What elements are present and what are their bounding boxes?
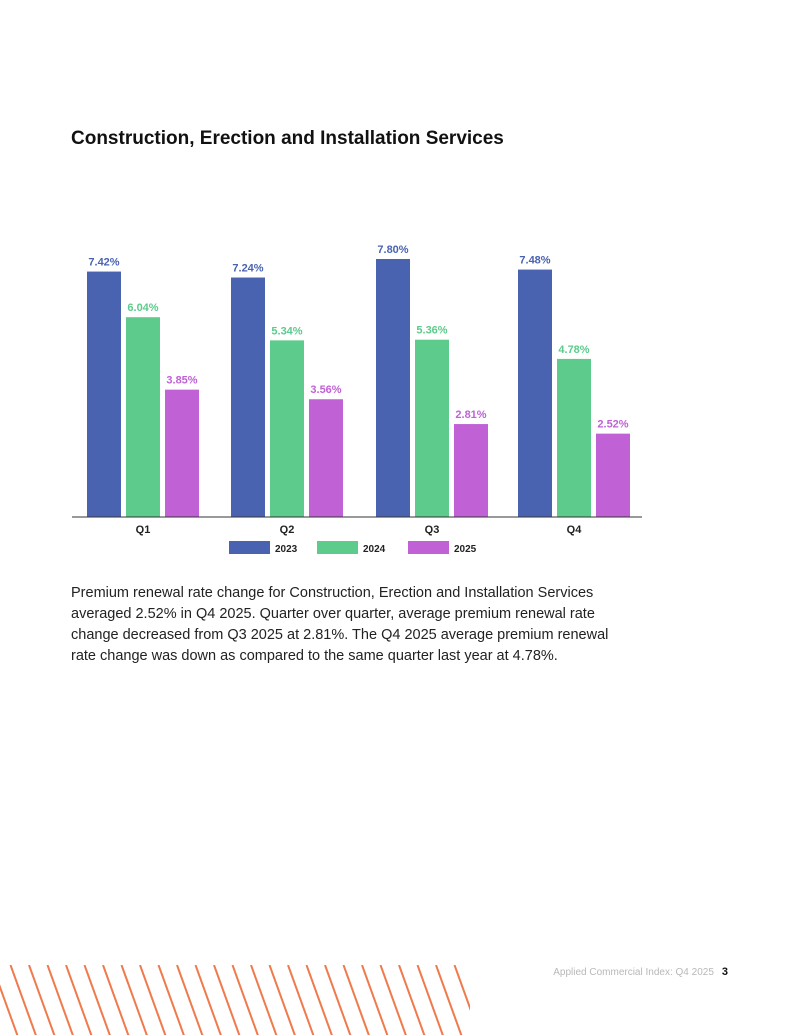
stripe-line [416,965,444,1035]
stripe-line [65,965,93,1035]
data-label-2024-q1: 6.04% [127,302,158,314]
data-label-2023-q1: 7.42% [88,257,119,269]
bar-2023-q2 [231,277,265,517]
bar-2025-q1 [165,389,199,517]
stripe-line [213,965,241,1035]
stripe-line [379,965,407,1035]
stripe-line [324,965,352,1035]
legend-swatch-2023 [229,541,270,554]
stripe-line [9,965,37,1035]
stripe-line [305,965,333,1035]
category-label-q4: Q4 [567,524,583,536]
data-label-2024-q4: 4.78% [558,344,589,356]
legend-label-2024: 2024 [363,544,386,555]
bar-2025-q2 [309,399,343,517]
stripe-line [120,965,148,1035]
category-labels: Q1 Q2 Q3 Q4 [136,524,583,536]
data-label-2025-q1: 3.85% [166,375,197,387]
data-label-2024-q2: 5.34% [271,325,302,337]
bar-2023-q1 [87,271,121,517]
decorative-stripes [0,965,470,1035]
stripe-line [194,965,222,1035]
bar-2025-q4 [596,433,630,517]
stripe-line [176,965,204,1035]
stripe-line [231,965,259,1035]
bar-2024-q1 [126,317,160,517]
stripe-line [435,965,463,1035]
data-label-2023-q4: 7.48% [519,255,550,267]
category-label-q3: Q3 [425,524,440,536]
stripe-line [342,965,370,1035]
legend-swatch-2025 [408,541,449,554]
page-number: 3 [721,966,728,978]
stripe-line [139,965,167,1035]
footer-text: Applied Commercial Index: Q4 2025 [553,967,714,978]
data-label-2023-q2: 7.24% [232,263,263,275]
bar-2024-q3 [415,339,449,517]
stripe-line [83,965,111,1035]
bar-chart: 7.42% 6.04% 3.85% 7.24% 5.34% 3.56% 7.80% 5.36%… [72,244,642,555]
legend: 2023 2024 2025 [229,541,477,555]
data-label-2023-q3: 7.80% [377,244,408,256]
bar-group: 7.42% 6.04% 3.85% 7.24% 5.34% 3.56% 7.80% 5.36%… [87,244,630,517]
stripe-line [398,965,426,1035]
bar-2023-q3 [376,259,410,517]
chart-title: Construction, Erection and Installation … [71,128,504,149]
page-footer: Applied Commercial Index: Q4 2025 3 [553,966,728,978]
bar-2025-q3 [454,424,488,517]
data-label-2025-q4: 2.52% [597,419,628,431]
stripe-line [453,965,470,1011]
stripe-line [46,965,74,1035]
legend-swatch-2024 [317,541,358,554]
stripe-line [268,965,296,1035]
legend-label-2023: 2023 [275,544,298,555]
stripe-line [157,965,185,1035]
stripe-line [28,965,56,1035]
category-label-q1: Q1 [136,524,151,536]
stripe-line [250,965,278,1035]
data-label-2024-q3: 5.36% [416,325,447,337]
stripe-line [102,965,130,1035]
bar-2023-q4 [518,269,552,517]
bar-2024-q4 [557,358,591,517]
stripe-line [361,965,389,1035]
stripe-line [0,984,19,1035]
data-label-2025-q2: 3.56% [310,384,341,396]
legend-label-2025: 2025 [454,544,477,555]
stripe-line [287,965,315,1035]
bar-2024-q2 [270,340,304,517]
data-label-2025-q3: 2.81% [455,409,486,421]
category-label-q2: Q2 [280,524,295,536]
summary-paragraph: Premium renewal rate change for Construc… [71,585,609,664]
